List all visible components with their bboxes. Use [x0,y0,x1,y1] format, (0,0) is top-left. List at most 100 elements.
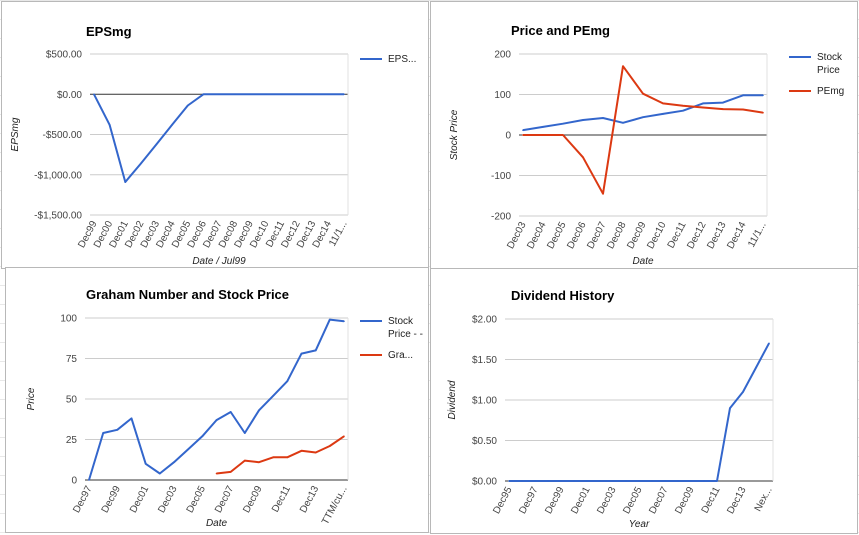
legend-label: EPS... [388,54,416,65]
chart-title: EPSmg [86,24,132,39]
x-tick-label: Dec95 [491,485,514,516]
data-point [343,320,345,322]
series-line-0 [89,320,344,480]
data-point [562,134,564,136]
data-point [328,93,330,95]
data-point [329,319,331,321]
data-point [729,407,731,409]
chart-graham-number[interactable]: Graham Number and Stock Price 100 75 50 25 0 D… [5,267,429,533]
data-point [171,124,173,126]
series-line-1 [217,436,345,473]
x-tick-label: Dec07 [647,485,670,516]
legend-label: Stock Price [817,52,843,76]
data-point [301,450,303,452]
data-point [722,102,724,104]
data-point [586,480,588,482]
data-point [521,480,523,482]
data-point [742,391,744,393]
chart-epsmg[interactable]: EPSmg $500.00 $0.00 -$500.00 -$1,000.00 -$1,5… [1,1,429,269]
chart-graham-number-svg: Graham Number and Stock Price1007550250D… [6,268,428,532]
data-point [315,350,317,352]
data-point [702,103,704,105]
data-point [602,193,604,195]
y-tick-label: 0 [71,476,77,487]
data-point [702,107,704,109]
data-point [612,480,614,482]
chart-dividend-history[interactable]: Dividend History $2.00 $1.50 $1.00 $0.50 $0.0… [430,268,858,534]
data-point [312,93,314,95]
x-axis-title: Date [206,518,228,529]
x-tick-label: TTM/cu... [320,484,350,526]
data-point [755,367,757,369]
data-point [218,93,220,95]
chart-price-pemg[interactable]: Price and PEmg 200 100 0 -100 -200 Dec03 Dec04 D… [430,1,858,269]
data-point [651,480,653,482]
x-tick-label: Dec09 [673,485,696,516]
data-point [187,105,189,107]
data-point [690,480,692,482]
series-line-0 [94,94,344,182]
y-tick-label: $0.50 [472,436,497,447]
y-tick-label: 100 [60,314,77,325]
data-point [258,410,260,412]
data-point [722,108,724,110]
data-point [343,435,345,437]
data-point [159,473,161,475]
chart-title: Price and PEmg [511,23,610,38]
x-tick-label: Dec97 [71,484,94,515]
data-point [230,471,232,473]
x-axis-title: Date / Jul99 [192,256,246,267]
x-tick-label: Dec05 [185,484,208,515]
data-point [625,480,627,482]
data-point [244,432,246,434]
data-point [145,463,147,465]
data-point [281,93,283,95]
x-tick-label: Dec14 [725,220,748,251]
data-point [343,93,345,95]
data-point [124,181,126,183]
data-point [315,452,317,454]
x-tick-label: Dec03 [156,484,179,515]
series-line-0 [509,343,769,481]
data-point [522,134,524,136]
data-point [742,109,744,111]
data-point [131,418,133,420]
data-point [682,105,684,107]
data-point [716,480,718,482]
data-point [534,480,536,482]
legend-label: Stock Price - - [388,316,423,340]
chart-price-pemg-svg: Price and PEmg2001000-100-200Dec03Dec04D… [431,2,857,268]
y-tick-label: $1.00 [472,396,497,407]
x-axis-title: Year [629,519,650,530]
data-point [742,95,744,97]
data-point [272,395,274,397]
data-point [664,480,666,482]
x-tick-label: Dec05 [621,485,644,516]
chart-epsmg-svg: EPSmg$500.00$0.00-$500.00-$1,000.00-$1,5… [2,2,428,268]
data-point [560,480,562,482]
y-axis-title: Dividend [447,380,458,419]
data-point [542,134,544,136]
data-point [562,123,564,125]
y-tick-label: 0 [505,131,511,142]
data-point [140,163,142,165]
data-point [329,445,331,447]
data-point [703,480,705,482]
y-tick-label: 50 [66,395,78,406]
chart-dividend-history-svg: Dividend History $2.00 $1.50 $1.00 $0.50 $0.0… [431,269,857,533]
series-line-0 [523,95,763,130]
data-point [88,479,90,481]
data-point [203,93,205,95]
y-tick-label: -200 [491,212,511,223]
data-point [265,93,267,95]
data-point [216,419,218,421]
data-point [173,461,175,463]
data-point [234,93,236,95]
y-tick-label: 75 [66,354,78,365]
data-point [287,380,289,382]
y-axis-title: Stock Price [449,109,460,160]
x-tick-label: Dec99 [100,484,123,515]
y-tick-label: 100 [494,90,511,101]
x-tick-label: Dec07 [213,484,236,515]
data-point [202,435,204,437]
